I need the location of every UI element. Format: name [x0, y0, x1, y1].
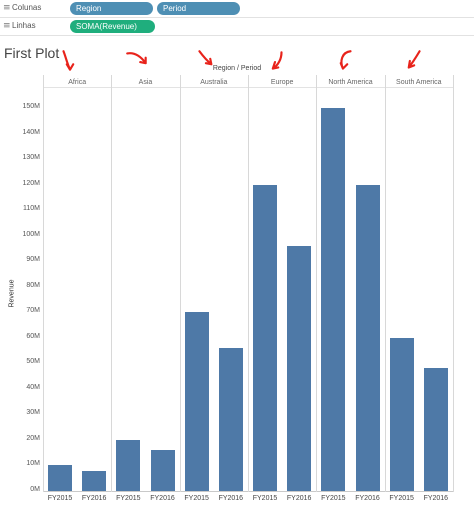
bar-asia-fy2016[interactable] — [150, 450, 175, 491]
revenue-pill[interactable]: SOMA(Revenue) — [70, 20, 155, 33]
region-divider — [179, 75, 181, 492]
sheet-title: First Plot — [4, 45, 60, 61]
x-tick-label: FY2015 — [321, 495, 346, 502]
y-tick-label: 30M — [26, 409, 40, 417]
y-tick-label: 10M — [26, 460, 40, 468]
x-tick-label: FY2015 — [47, 495, 73, 502]
bar-north-america-fy2015[interactable] — [321, 108, 346, 491]
rows-icon: ≡ — [3, 21, 11, 31]
x-tick-label: FY2016 — [218, 495, 244, 502]
region-label-asia: Asia — [138, 79, 153, 86]
y-tick-label: 50M — [26, 358, 40, 366]
region-divider — [111, 75, 113, 492]
y-tick-label: 40M — [26, 383, 40, 391]
x-tick-label: FY2015 — [116, 495, 141, 502]
y-tick-label: 80M — [26, 281, 40, 289]
bar-north-america-fy2016[interactable] — [355, 184, 380, 491]
annotation-arrow-icon — [339, 50, 352, 70]
annotation-arrow-icon — [407, 50, 421, 69]
region-pill[interactable]: Region — [70, 2, 153, 15]
annotation-arrow-icon — [198, 50, 213, 66]
region-label-africa: Africa — [68, 79, 87, 86]
region-label-europe: Europe — [270, 79, 294, 86]
y-tick-label: 110M — [23, 205, 40, 213]
bar-australia-fy2015[interactable] — [184, 312, 209, 491]
region-label-australia: Australia — [200, 79, 228, 86]
region-divider — [453, 75, 454, 492]
y-tick-label: 60M — [26, 332, 40, 340]
x-tick-label: FY2016 — [286, 495, 312, 502]
y-tick-label: 120M — [22, 179, 40, 187]
x-tick-label: FY2015 — [252, 495, 278, 502]
columns-shelf: ≡ Colunas Region Period — [0, 0, 474, 18]
x-tick-label: FY2016 — [355, 495, 380, 502]
annotation-arrow-icon — [62, 50, 75, 71]
bar-asia-fy2015[interactable] — [116, 439, 141, 491]
rows-shelf-label: Linhas — [12, 21, 36, 30]
y-tick-label: 140M — [22, 128, 40, 136]
y-tick-label: 90M — [26, 256, 40, 264]
y-tick-label: 20M — [26, 434, 40, 442]
bar-europe-fy2016[interactable] — [287, 245, 312, 491]
x-tick-label: FY2015 — [184, 495, 209, 502]
columns-shelf-label: Colunas — [12, 3, 42, 12]
y-tick-label: 0M — [30, 486, 40, 493]
bar-africa-fy2016[interactable] — [82, 470, 107, 491]
period-pill[interactable]: Period — [157, 2, 240, 15]
x-tick-label: FY2016 — [150, 495, 175, 502]
columns-icon: ≡ — [3, 3, 11, 13]
region-label-north-america: North America — [328, 79, 373, 86]
region-label-south-america: South America — [396, 79, 442, 86]
region-divider — [248, 75, 249, 492]
annotation-arrow-icon — [125, 52, 147, 65]
annotation-arrow-icon — [271, 51, 283, 70]
bar-australia-fy2016[interactable] — [218, 348, 243, 491]
x-tick-label: FY2016 — [423, 495, 449, 502]
rows-shelf: ≡ Linhas SOMA(Revenue) — [0, 18, 474, 36]
region-divider — [384, 75, 386, 492]
bar-south-america-fy2016[interactable] — [423, 368, 448, 491]
y-tick-label: 130M — [22, 154, 40, 162]
y-tick-label: 150M — [22, 103, 40, 110]
region-divider — [43, 75, 44, 492]
bar-south-america-fy2015[interactable] — [389, 337, 414, 491]
y-tick-label: 70M — [26, 307, 40, 315]
x-tick-label: FY2015 — [389, 495, 414, 502]
region-period-header: Region / Period — [212, 65, 262, 72]
x-tick-label: FY2016 — [81, 495, 107, 502]
bar-africa-fy2015[interactable] — [48, 465, 72, 491]
y-tick-label: 100M — [22, 230, 40, 238]
bar-europe-fy2015[interactable] — [253, 184, 277, 491]
region-divider — [316, 75, 318, 492]
